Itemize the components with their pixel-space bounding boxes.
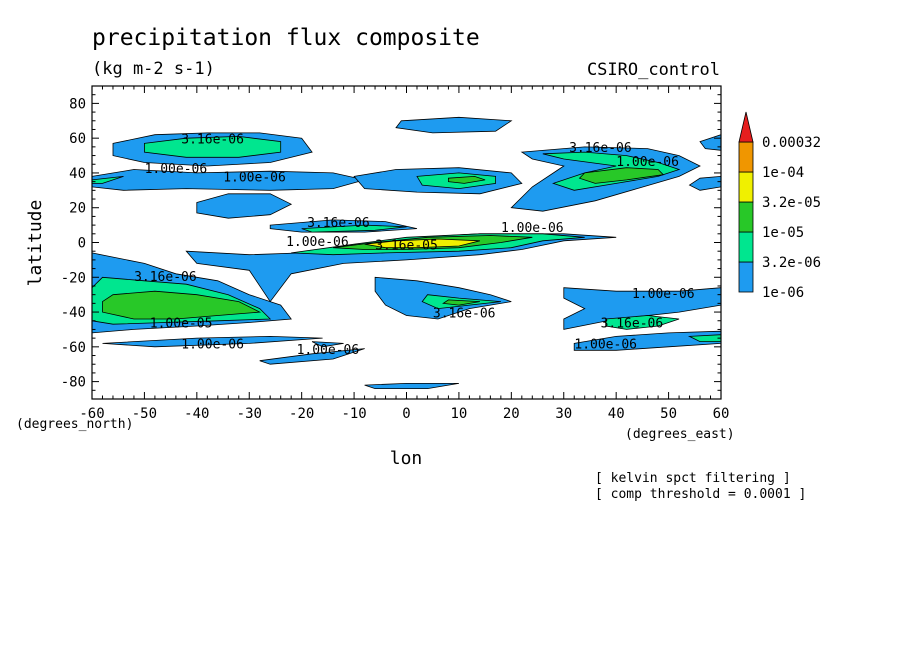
contour-label-12: 1.00e-06 — [297, 343, 360, 358]
contour-region-7 — [447, 175, 486, 184]
contour-region-3 — [92, 176, 124, 184]
contour-label-4: 1.00e-06 — [616, 155, 679, 170]
contour-label-layer: 3.16e-061.00e-061.00e-063.16e-061.00e-06… — [134, 132, 695, 357]
contour-region-16 — [301, 224, 407, 233]
contour-region-25 — [442, 299, 480, 306]
y-tick-label-20: 20 — [69, 201, 86, 217]
contour-region-26 — [102, 335, 323, 348]
chart-title: precipitation flux composite — [92, 25, 480, 51]
colorbar-label-0: 1e-06 — [762, 285, 804, 301]
contour-region-1 — [143, 135, 282, 158]
y-tick-label--60: -60 — [61, 340, 86, 356]
contour-region-12 — [688, 175, 721, 191]
contour-region-4 — [196, 193, 293, 219]
x-unit-label: (degrees_east) — [625, 427, 735, 442]
x-tick-label-50: 50 — [660, 406, 677, 422]
contour-label-1: 1.00e-06 — [145, 162, 208, 177]
colorbar-swatch-0 — [738, 261, 754, 293]
colorbar-label-3: 3.2e-05 — [762, 195, 821, 211]
contour-label-16: 1.00e-06 — [574, 338, 637, 353]
contour-label-3: 3.16e-06 — [569, 141, 632, 156]
contour-region-27 — [259, 348, 365, 365]
contour-label-6: 1.00e-06 — [286, 235, 349, 250]
y-tick-label-40: 40 — [69, 166, 86, 182]
x-axis-label: lon — [390, 448, 423, 469]
x-tick-label--10: -10 — [341, 406, 366, 422]
x-tick-label-30: 30 — [555, 406, 572, 422]
filter-note: [ kelvin spct filtering ] — [595, 471, 791, 486]
contour-label-14: 1.00e-06 — [632, 287, 695, 302]
colorbar-label-2: 1e-05 — [762, 225, 804, 241]
x-tick-label--40: -40 — [184, 406, 209, 422]
colorbar-swatch-3 — [738, 171, 754, 203]
x-tick-label-10: 10 — [450, 406, 467, 422]
model-label: CSIRO_control — [587, 60, 720, 80]
contour-label-8: 1.00e-06 — [501, 221, 564, 236]
colorbar-swatch-4 — [738, 141, 754, 173]
colorbar-label-4: 1e-04 — [762, 165, 804, 181]
y-tick-label-0: 0 — [78, 236, 86, 252]
contour-region-33 — [687, 334, 721, 343]
contour-label-13: 3.16e-06 — [433, 306, 496, 321]
colorbar-swatch-1 — [738, 231, 754, 263]
y-tick-label-60: 60 — [69, 131, 86, 147]
x-tick-label--50: -50 — [132, 406, 157, 422]
contour-region-13 — [699, 134, 721, 151]
x-tick-label-60: 60 — [713, 406, 730, 422]
contour-label-11: 1.00e-06 — [181, 338, 244, 353]
contour-label-2: 1.00e-06 — [223, 171, 286, 186]
contour-region-2 — [92, 169, 365, 191]
contour-label-15: 3.16e-06 — [601, 317, 664, 332]
x-tick-label--20: -20 — [289, 406, 314, 422]
y-tick-label--80: -80 — [61, 375, 86, 391]
axis-ticks: -60 -50 -40 -30 -20 -10 0 10 20 30 40 50 60 -80 -60 -40… — [61, 85, 730, 422]
contour-region-31 — [605, 315, 680, 330]
colorbar-label-5: 0.00032 — [762, 135, 821, 151]
x-tick-label--30: -30 — [237, 406, 262, 422]
colorbar-swatch-2 — [738, 201, 754, 233]
x-tick-label-0: 0 — [402, 406, 410, 422]
y-unit-label: (degrees_north) — [16, 417, 133, 432]
contour-region-8 — [395, 116, 513, 134]
contour-fill-layer — [92, 116, 721, 390]
colorbar-label-1: 3.2e-06 — [762, 255, 821, 271]
colorbar: 1e-06 3.2e-06 1e-05 3.2e-05 1e-04 0.00032 — [738, 111, 821, 301]
x-tick-label-20: 20 — [503, 406, 520, 422]
contour-region-19 — [364, 238, 480, 249]
contour-label-9: 3.16e-06 — [134, 270, 197, 285]
contour-region-32 — [573, 330, 721, 351]
contour-label-5: 3.16e-06 — [307, 216, 370, 231]
contour-label-7: 3.16e-05 — [375, 239, 438, 254]
contour-region-22 — [102, 290, 262, 320]
contour-region-29 — [364, 382, 459, 390]
y-tick-label--40: -40 — [61, 305, 86, 321]
y-axis-label: latitude — [25, 200, 46, 287]
colorbar-max-arrow — [738, 111, 754, 143]
x-tick-label--60: -60 — [79, 406, 104, 422]
chart-units: (kg m-2 s-1) — [92, 59, 215, 79]
y-tick-label--20: -20 — [61, 270, 86, 286]
contour-region-11 — [578, 167, 665, 184]
x-tick-label-40: 40 — [608, 406, 625, 422]
threshold-note: [ comp threshold = 0.0001 ] — [595, 487, 806, 502]
contour-region-28 — [311, 341, 344, 348]
contour-label-10: 1.00e-05 — [150, 317, 213, 332]
y-tick-label-80: 80 — [69, 96, 86, 112]
contour-label-0: 3.16e-06 — [181, 132, 244, 147]
